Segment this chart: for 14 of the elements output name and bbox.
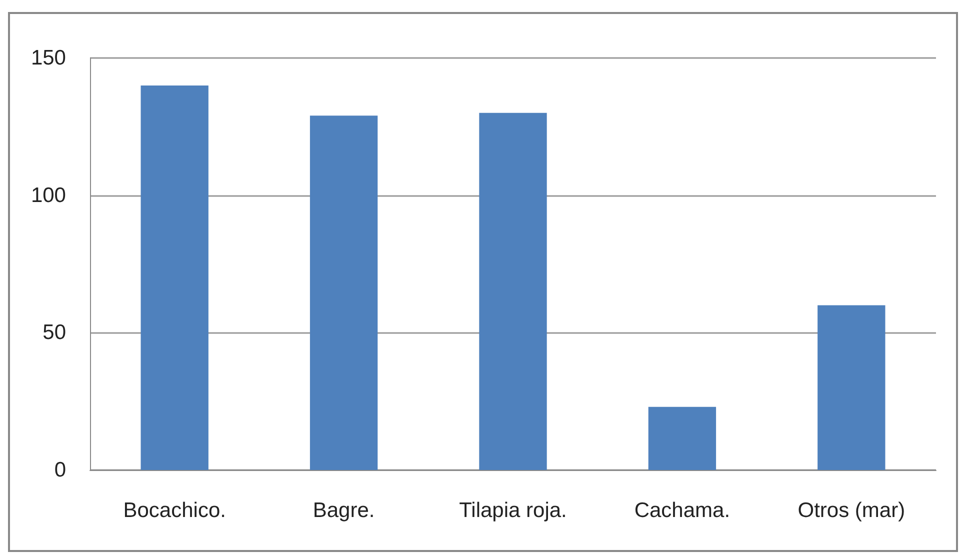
y-tick-label: 0: [54, 458, 66, 482]
y-tick-label: 50: [42, 321, 66, 344]
bar: [818, 305, 886, 470]
x-tick-label: Bagre.: [312, 499, 375, 522]
x-tick-label: Otros (mar): [798, 499, 906, 522]
x-tick-label: Bocachico.: [123, 499, 226, 522]
x-tick-label: Cachama.: [634, 499, 730, 522]
bar: [310, 116, 378, 470]
y-tick-label: 100: [30, 184, 66, 207]
bar: [648, 406, 716, 470]
x-tick-label: Tilapia roja.: [459, 499, 567, 522]
bar: [140, 85, 208, 470]
y-tick-label: 150: [30, 46, 66, 70]
bar: [479, 112, 547, 470]
